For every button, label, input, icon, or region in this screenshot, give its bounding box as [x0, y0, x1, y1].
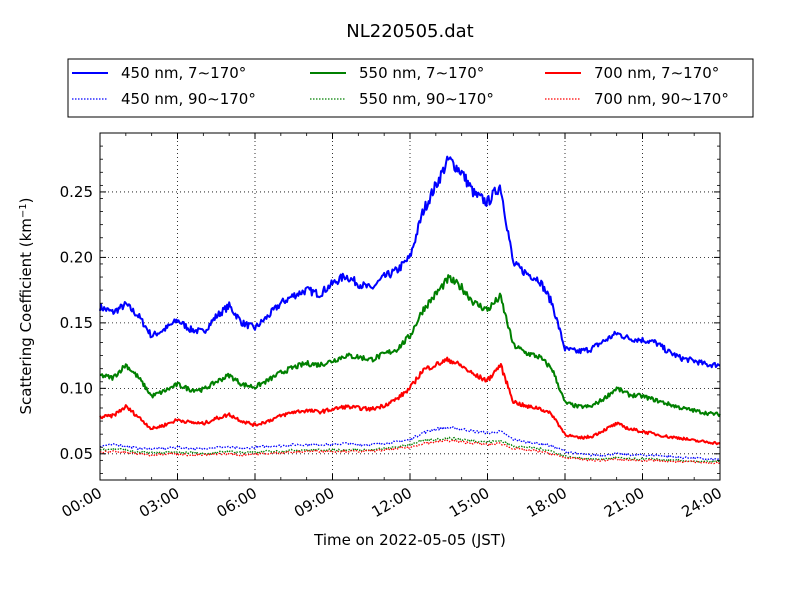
- legend-label: 700 nm, 90∼170°: [594, 90, 729, 108]
- series-line-5: [99, 356, 721, 446]
- y-tick-label: 0.15: [60, 314, 93, 332]
- legend-label: 550 nm, 90∼170°: [359, 90, 494, 108]
- x-tick-label: 03:00: [136, 484, 182, 521]
- series-line-4: [99, 436, 721, 464]
- series-layer: [99, 155, 721, 465]
- x-tick-label: 12:00: [369, 484, 415, 521]
- legend-frame: [67, 58, 754, 118]
- y-axis-label: Scattering Coefficient (km−1): [17, 197, 35, 414]
- series-line-1: [99, 155, 721, 369]
- y-tick-label: 0.25: [60, 183, 93, 201]
- x-tick-label: 21:00: [601, 484, 647, 521]
- x-tick-label: 09:00: [291, 484, 337, 521]
- legend-label: 700 nm, 7∼170°: [594, 64, 719, 82]
- legend: 450 nm, 7∼170° 450 nm, 90∼170° 550 nm, 7∼1…: [67, 58, 754, 118]
- x-tick-label: 00:00: [59, 484, 105, 521]
- series-line-3: [99, 274, 721, 418]
- ticks: 00:00 03:00 06:00 09:00 12:00 15:00 18:00 21:00…: [59, 133, 725, 521]
- y-tick-label: 0.05: [60, 445, 93, 463]
- y-axis-label-unit-exponent: −1: [18, 203, 29, 218]
- y-tick-label: 0.20: [60, 248, 93, 266]
- legend-label: 450 nm, 7∼170°: [121, 64, 246, 82]
- y-axis-label-main: Scattering Coefficient (km: [17, 218, 35, 414]
- x-tick-label: 06:00: [214, 484, 260, 521]
- series-line-2: [99, 425, 721, 461]
- legend-label: 550 nm, 7∼170°: [359, 64, 484, 82]
- x-axis-label: Time on 2022-05-05 (JST): [313, 531, 506, 549]
- chart-title: NL220505.dat: [346, 21, 473, 42]
- y-tick-label: 0.10: [60, 379, 93, 397]
- x-tick-label: 24:00: [679, 484, 725, 521]
- legend-label: 450 nm, 90∼170°: [121, 90, 256, 108]
- plot-area: 00:00 03:00 06:00 09:00 12:00 15:00 18:00 21:00…: [59, 132, 725, 521]
- x-tick-label: 18:00: [524, 484, 570, 521]
- y-axis-label-close: ): [17, 197, 35, 203]
- x-tick-label: 15:00: [446, 484, 492, 521]
